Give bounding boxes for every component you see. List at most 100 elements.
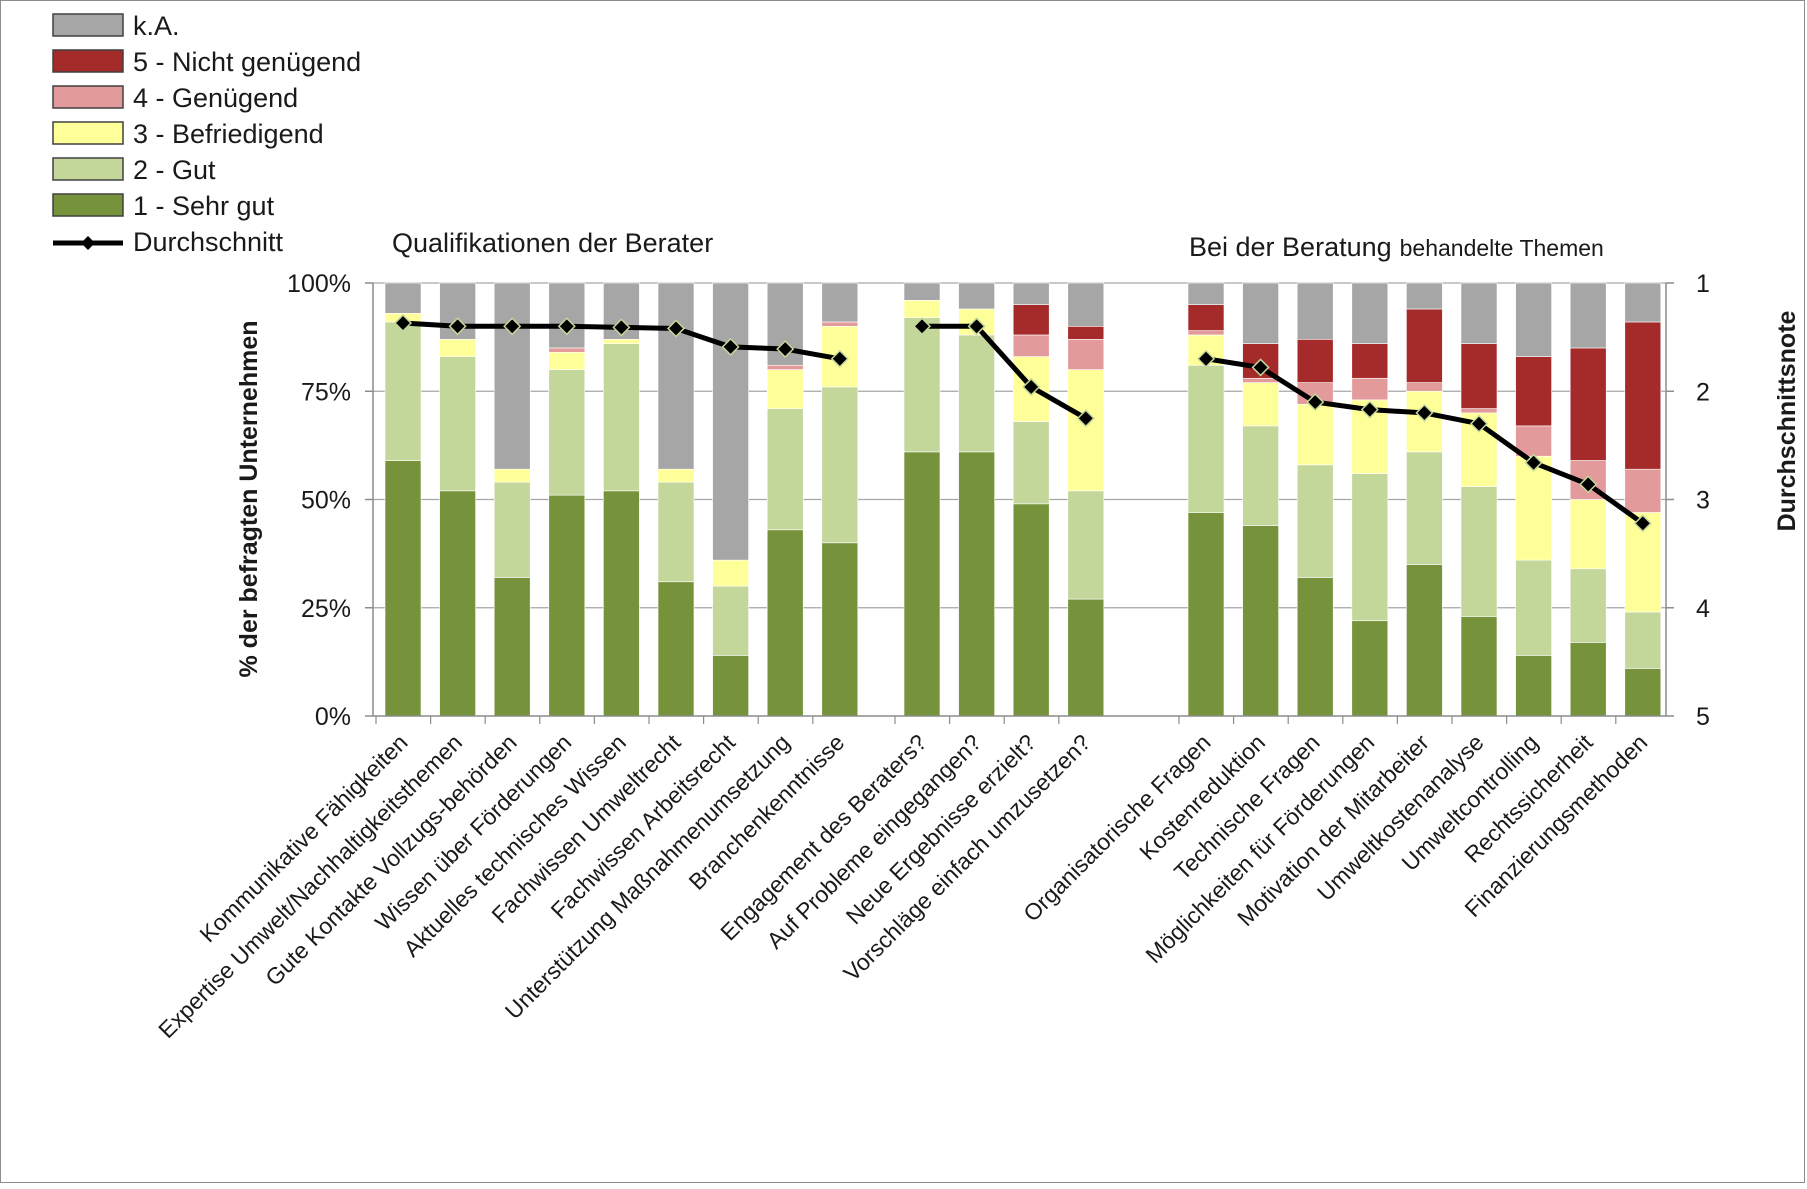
average-point [1579, 475, 1598, 494]
bar-segment-note-1 [1296, 577, 1334, 717]
bar-segment-ka [712, 282, 749, 561]
bar-segment-note-4 [1187, 330, 1225, 336]
bar-segment-note-4 [1012, 334, 1050, 357]
average-point [1076, 409, 1095, 428]
bar-segment-note-4 [1242, 377, 1279, 383]
bar-segment-note-3 [1067, 369, 1105, 492]
legend-swatch [52, 157, 124, 181]
average-point [1360, 400, 1379, 419]
bar-segment-note-1 [548, 494, 586, 717]
average-point [721, 337, 740, 356]
bar-segment-note-2 [1351, 473, 1389, 622]
average-point [1022, 377, 1041, 396]
average-point [503, 317, 522, 336]
bar-segment-ka [1067, 282, 1105, 327]
average-point [912, 317, 932, 336]
bar-segment-note-3 [1569, 499, 1607, 570]
bar-segment-note-2 [1624, 611, 1662, 669]
bar-segment-note-5 [1460, 343, 1498, 409]
y2-axis-label: Durchschnittsnote [1773, 310, 1801, 531]
legend-swatch [52, 85, 124, 109]
bar-segment-ka [1569, 282, 1607, 349]
bar-segment-note-1 [1406, 564, 1443, 717]
bar-segment-note-4 [548, 347, 586, 353]
y-tick-label: 50% [301, 487, 351, 515]
bar-segment-note-2 [1515, 559, 1552, 656]
bar-segment-note-1 [603, 490, 640, 717]
bar-segment-note-1 [1187, 512, 1225, 717]
average-point [776, 339, 795, 359]
bar-segment-note-1 [657, 581, 695, 717]
y-tick-label: 75% [301, 378, 351, 406]
legend-label: 2 - Gut [133, 155, 216, 185]
bar-segment-note-2 [1406, 451, 1443, 565]
bar-segment-note-2 [439, 356, 476, 492]
bar-segment-note-1 [1569, 642, 1607, 717]
bar-segment-note-1 [766, 529, 804, 717]
bars [384, 282, 1662, 717]
bar-segment-note-3 [712, 559, 749, 587]
average-point [1633, 514, 1652, 533]
bar-segment-ka [1012, 282, 1050, 305]
average-point [612, 318, 631, 337]
bar-segment-ka [1624, 282, 1662, 323]
bar-segment-ka [384, 282, 422, 314]
legend-label: 1 - Sehr gut [133, 191, 275, 221]
bar-segment-note-2 [821, 386, 859, 544]
legend-label: Durchschnitt [133, 227, 284, 257]
legend-diamond-marker [81, 236, 95, 250]
bar-segment-note-5 [1515, 356, 1552, 427]
bar-segment-ka [1515, 282, 1552, 357]
y2-tick-label: 3 [1696, 487, 1710, 515]
y-tick-label: 100% [287, 270, 351, 298]
bar-segment-note-4 [1351, 377, 1389, 401]
legend-label: k.A. [133, 11, 180, 41]
bar-segment-note-2 [493, 481, 531, 578]
y2-tick-label: 1 [1696, 270, 1710, 298]
legend-swatch [52, 193, 124, 217]
bar-segment-note-1 [1351, 620, 1389, 717]
bar-segment-ka [1460, 282, 1498, 344]
bar-segment-note-5 [1012, 304, 1050, 336]
bar-segment-note-2 [958, 334, 995, 453]
bar-segment-note-2 [657, 481, 695, 583]
average-point [448, 317, 467, 336]
average-line-segment [922, 323, 1088, 421]
group-title-qualifikationen-part: Qualifikationen der Berater [392, 228, 713, 258]
bar-segment-note-2 [1569, 568, 1607, 643]
bar-segment-note-1 [1012, 503, 1050, 717]
average-point [393, 313, 413, 333]
bar-segment-note-3 [1515, 455, 1552, 561]
bar-segment-note-5 [1624, 321, 1662, 470]
average-point [1306, 393, 1325, 412]
group-title-qualifikationen: Qualifikationen der Berater [392, 228, 713, 258]
legend: k.A. 5 - Nicht genügend 4 - Genügend 3 - Be… [52, 11, 361, 257]
legend-swatch [52, 121, 124, 145]
average-point [557, 317, 576, 336]
bar-segment-note-2 [1242, 425, 1279, 526]
bar-segment-note-5 [1569, 347, 1607, 461]
bar-segment-note-3 [657, 468, 695, 483]
average-point [1524, 453, 1543, 472]
axis-ticks: 0% 25% 50% 75% 100% 1 2 3 4 5 [287, 270, 1710, 731]
bar-segment-ka [1406, 282, 1443, 310]
bar-segment-ka [1296, 282, 1334, 340]
bar-segment-note-1 [1515, 655, 1552, 717]
bar-segment-note-1 [1242, 525, 1279, 717]
legend-label: 5 - Nicht genügend [133, 47, 361, 77]
bar-segment-ka [548, 282, 586, 349]
y2-tick-label: 2 [1696, 378, 1710, 406]
bar-segment-note-5 [1187, 304, 1225, 331]
bar-segment-ka [493, 282, 531, 470]
bar-segment-note-1 [712, 655, 749, 717]
y-tick-label: 0% [315, 703, 351, 731]
average-point [967, 317, 986, 336]
y-axis-label: % der befragten Unternehmen [235, 320, 263, 677]
group-title-themen-part-2: behandelte Themen [1400, 235, 1604, 261]
bar-segment-note-3 [766, 369, 804, 409]
bar-segment-note-4 [1460, 408, 1498, 414]
legend-swatch [52, 49, 124, 73]
group-title-themen: Bei der Beratung behandelte Themen [1189, 232, 1604, 262]
